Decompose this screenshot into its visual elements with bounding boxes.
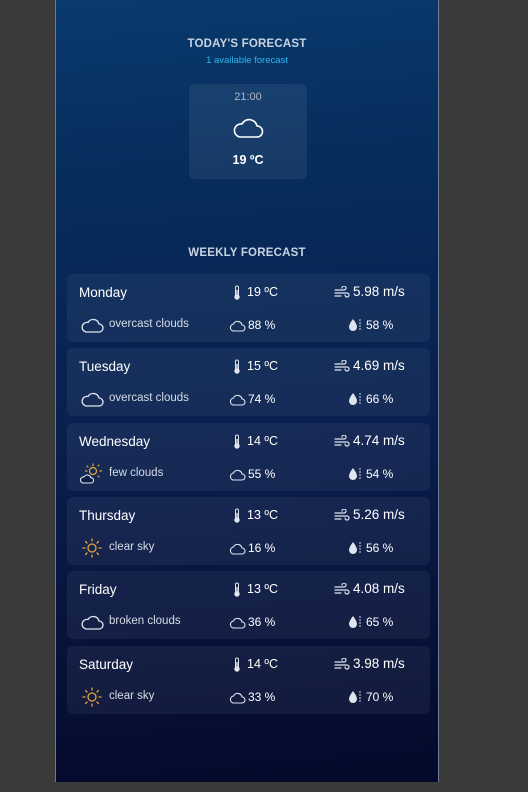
thermometer-icon xyxy=(234,359,240,374)
humidity-icon xyxy=(349,691,361,703)
sun-cloud-icon xyxy=(79,463,104,485)
cloudiness-icon xyxy=(229,692,246,704)
weather-description: clear sky xyxy=(109,690,155,702)
humidity-icon xyxy=(349,319,361,331)
cloud-icon xyxy=(80,314,104,336)
day-forecast-row-thursday[interactable]: Thursday 13 ºC 5.26 m/s clear sky 16 % 5… xyxy=(67,497,430,565)
sun-icon xyxy=(80,686,104,708)
cloudiness-icon xyxy=(229,543,246,555)
humidity-icon xyxy=(349,542,361,554)
weather-description: clear sky xyxy=(109,541,155,553)
day-wind-speed: 4.69 m/s xyxy=(353,358,405,373)
day-temperature: 14 ºC xyxy=(247,657,278,671)
thermometer-icon xyxy=(234,582,240,597)
day-forecast-row-friday[interactable]: Friday 13 ºC 4.08 m/s broken clouds 36 %… xyxy=(67,571,430,639)
sun-icon xyxy=(80,537,104,559)
forecast-temperature: 19 ºC xyxy=(232,153,264,167)
cloud-icon xyxy=(233,118,264,138)
day-forecast-row-tuesday[interactable]: Tuesday 15 ºC 4.69 m/s overcast clouds 7… xyxy=(67,348,430,416)
day-name: Thursday xyxy=(79,508,136,523)
cloudiness-icon xyxy=(229,469,246,481)
day-wind-speed: 5.98 m/s xyxy=(353,284,405,299)
day-humidity: 70 % xyxy=(366,690,394,704)
wind-icon xyxy=(334,509,350,521)
day-wind-speed: 4.74 m/s xyxy=(353,433,405,448)
wind-icon xyxy=(334,435,350,447)
cloudiness-icon xyxy=(229,617,246,629)
weather-description: broken clouds xyxy=(109,615,181,627)
wind-icon xyxy=(334,583,350,595)
humidity-icon xyxy=(349,468,361,480)
available-forecast-count: 1 available forecast xyxy=(206,55,288,66)
humidity-icon xyxy=(349,616,361,628)
weather-description: overcast clouds xyxy=(109,318,189,330)
humidity-icon xyxy=(349,393,361,405)
day-forecast-row-monday[interactable]: Monday 19 ºC 5.98 m/s overcast clouds 88… xyxy=(67,274,430,342)
day-humidity: 66 % xyxy=(366,392,394,406)
day-wind-speed: 5.26 m/s xyxy=(353,507,405,522)
day-cloudiness: 36 % xyxy=(248,615,276,629)
day-cloudiness: 88 % xyxy=(248,318,276,332)
weather-description: few clouds xyxy=(109,467,164,479)
day-wind-speed: 3.98 m/s xyxy=(353,656,405,671)
weather-panel: TODAY'S FORECAST 1 available forecast 21… xyxy=(55,0,439,782)
cloudiness-icon xyxy=(229,394,246,406)
day-cloudiness: 33 % xyxy=(248,690,276,704)
today-forecast-title: TODAY'S FORECAST xyxy=(187,38,307,50)
weather-description: overcast clouds xyxy=(109,392,189,404)
day-humidity: 54 % xyxy=(366,467,394,481)
day-humidity: 65 % xyxy=(366,615,394,629)
today-forecast-card[interactable]: 21:00 19 ºC xyxy=(189,84,307,179)
day-name: Saturday xyxy=(79,657,134,672)
day-temperature: 19 ºC xyxy=(247,285,278,299)
thermometer-icon xyxy=(234,508,240,523)
day-wind-speed: 4.08 m/s xyxy=(353,581,405,596)
day-temperature: 14 ºC xyxy=(247,434,278,448)
day-humidity: 56 % xyxy=(366,541,394,555)
day-name: Tuesday xyxy=(79,359,131,374)
day-cloudiness: 74 % xyxy=(248,392,276,406)
day-name: Monday xyxy=(79,285,128,300)
thermometer-icon xyxy=(234,657,240,672)
day-temperature: 13 ºC xyxy=(247,508,278,522)
day-temperature: 15 ºC xyxy=(247,359,278,373)
day-name: Wednesday xyxy=(79,434,151,449)
cloud-icon xyxy=(80,388,104,410)
thermometer-icon xyxy=(234,434,240,449)
day-cloudiness: 55 % xyxy=(248,467,276,481)
cloud-icon xyxy=(80,611,104,633)
wind-icon xyxy=(334,286,350,298)
thermometer-icon xyxy=(234,285,240,300)
day-name: Friday xyxy=(79,582,117,597)
day-forecast-row-wednesday[interactable]: Wednesday 14 ºC 4.74 m/s few clouds 55 %… xyxy=(67,423,430,491)
day-temperature: 13 ºC xyxy=(247,582,278,596)
day-forecast-row-saturday[interactable]: Saturday 14 ºC 3.98 m/s clear sky 33 % 7… xyxy=(67,646,430,714)
day-cloudiness: 16 % xyxy=(248,541,276,555)
day-humidity: 58 % xyxy=(366,318,394,332)
wind-icon xyxy=(334,658,350,670)
forecast-time: 21:00 xyxy=(234,91,262,103)
wind-icon xyxy=(334,360,350,372)
cloudiness-icon xyxy=(229,320,246,332)
weekly-forecast-title: WEEKLY FORECAST xyxy=(188,247,306,259)
